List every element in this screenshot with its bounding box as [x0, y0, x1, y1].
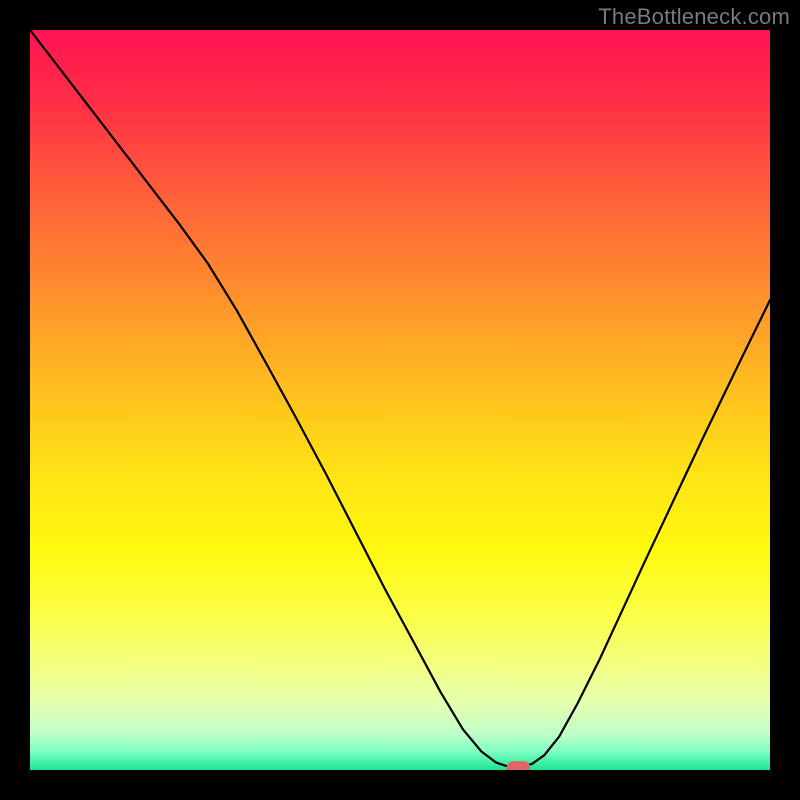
gradient-background — [30, 30, 770, 770]
gradient-plot-area — [30, 30, 770, 770]
chart-container: TheBottleneck.com — [0, 0, 800, 800]
watermark-text: TheBottleneck.com — [598, 4, 790, 30]
